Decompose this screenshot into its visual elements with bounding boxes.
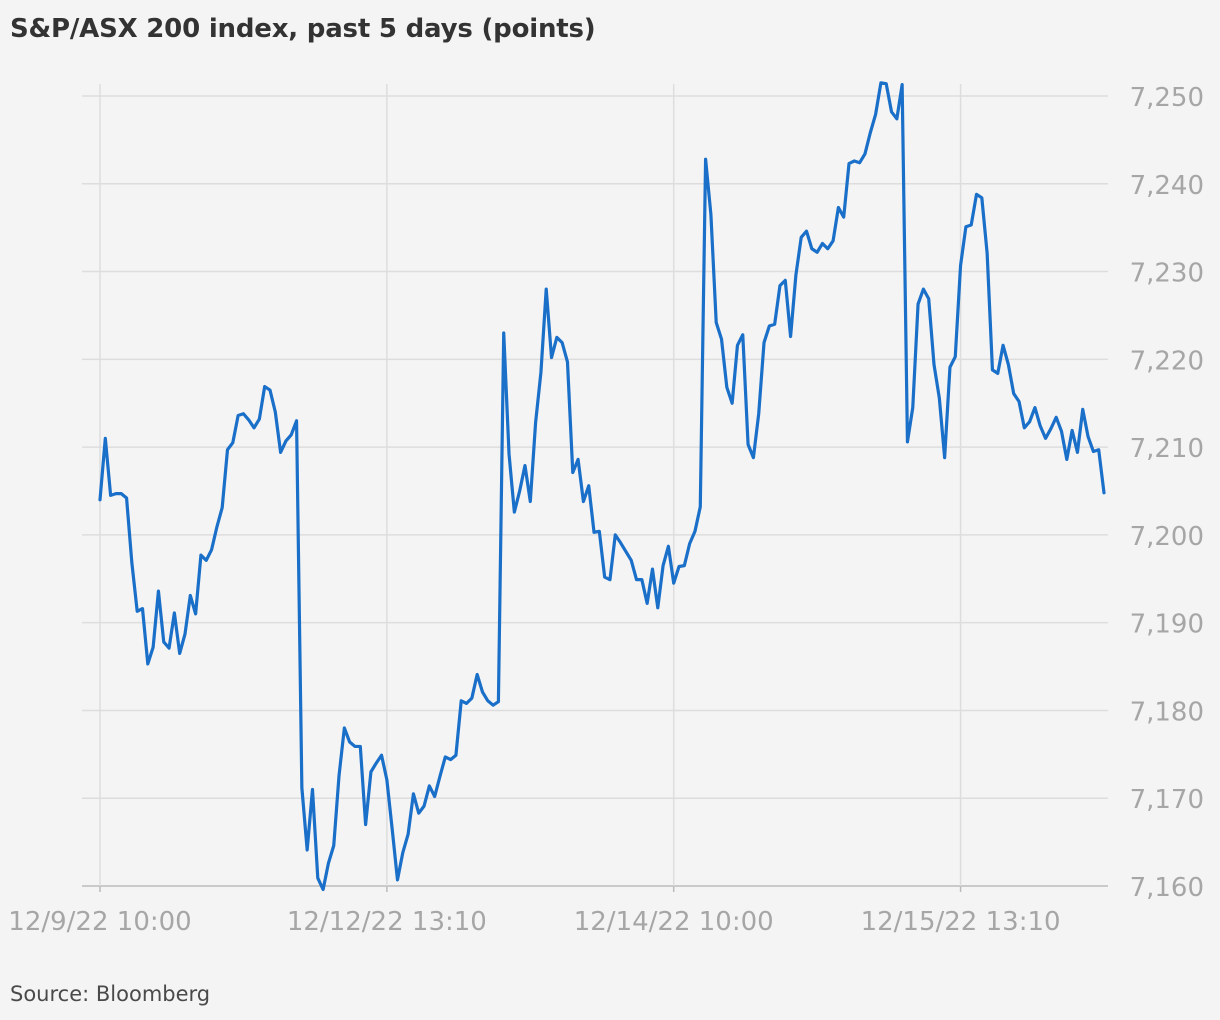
x-tick-label: 12/9/22 10:00 <box>8 907 191 937</box>
y-tick-label: 7,250 <box>1130 83 1204 113</box>
y-tick-label: 7,180 <box>1130 697 1204 727</box>
chart-title: S&P/ASX 200 index, past 5 days (points) <box>10 14 596 44</box>
series-layer <box>98 81 1106 892</box>
source-note: Source: Bloomberg <box>10 982 211 1006</box>
series-line <box>98 81 1106 892</box>
tick-labels: 7,160 7,170 7,180 7,190 7,200 7,210 7,220 7,230… <box>8 83 1204 937</box>
y-tick-label: 7,240 <box>1130 171 1204 201</box>
x-tick-label: 12/14/22 10:00 <box>574 907 774 937</box>
y-tick-label: 7,190 <box>1130 610 1204 640</box>
y-tick-label: 7,170 <box>1130 785 1204 815</box>
y-tick-label: 7,200 <box>1130 522 1204 552</box>
y-tick-label: 7,210 <box>1130 434 1204 464</box>
gridlines <box>82 84 1108 892</box>
y-tick-label: 7,160 <box>1130 873 1204 903</box>
y-tick-label: 7,230 <box>1130 259 1204 289</box>
x-tick-label: 12/15/22 13:10 <box>861 907 1061 937</box>
x-tick-label: 12/12/22 13:10 <box>287 907 487 937</box>
y-tick-label: 7,220 <box>1130 346 1204 376</box>
